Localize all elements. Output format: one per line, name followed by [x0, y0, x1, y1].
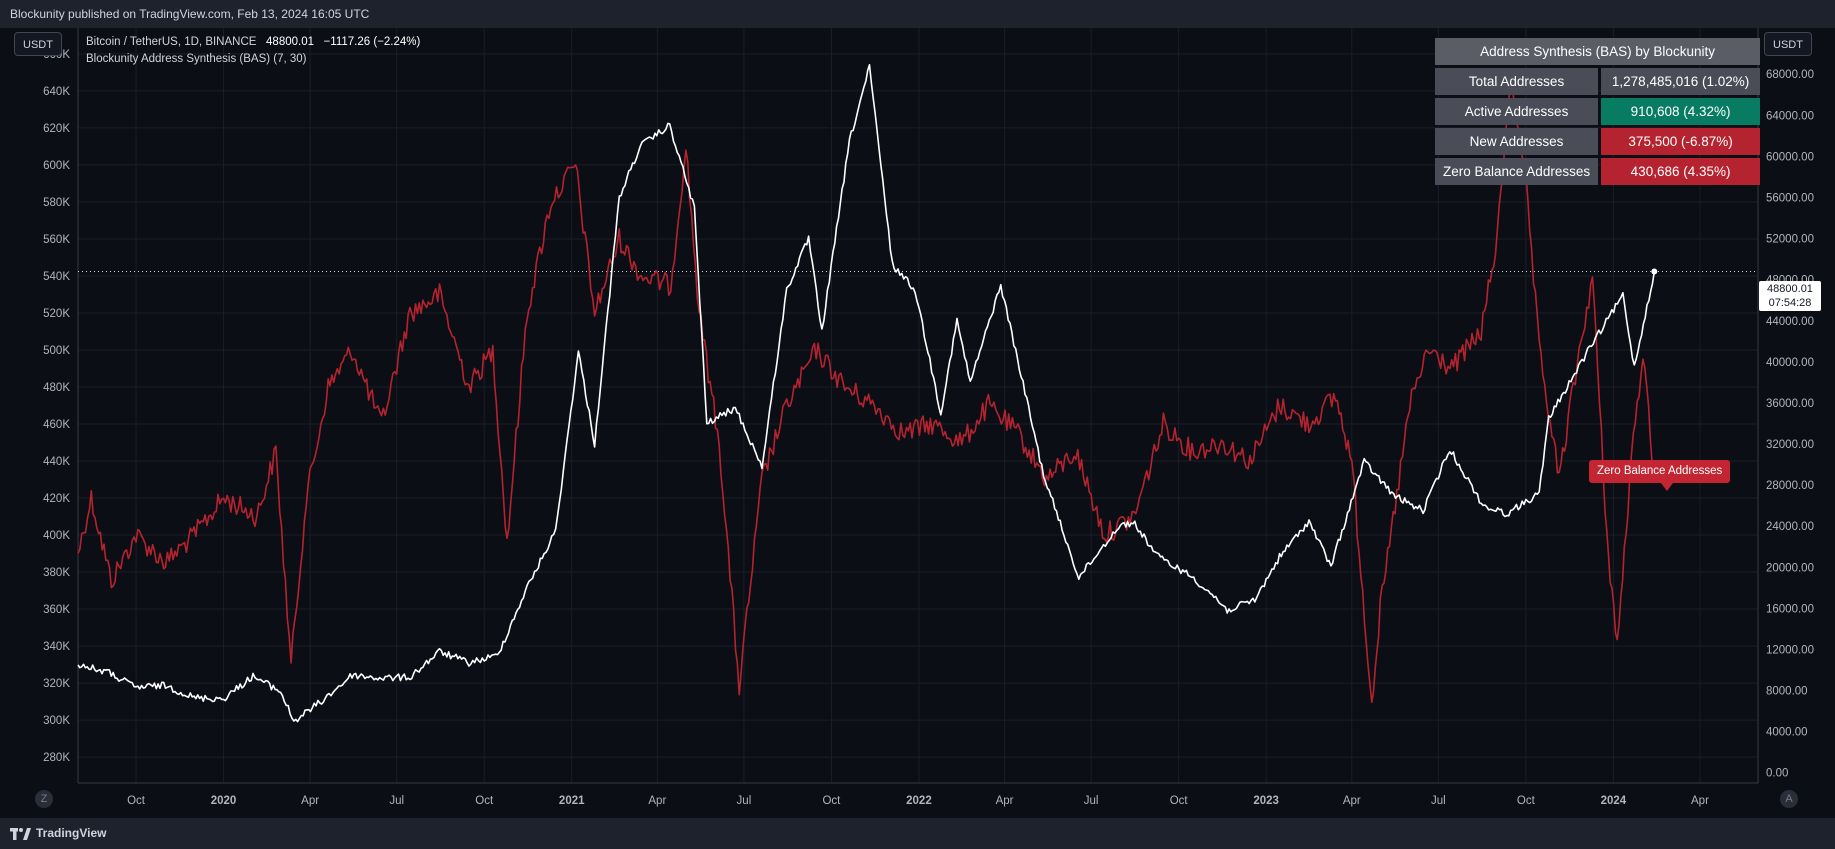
- left-tick-label: 400K: [43, 530, 70, 542]
- row-label: New Addresses: [1435, 128, 1599, 155]
- chart-legend: Bitcoin / TetherUS, 1D, BINANCE 48800.01…: [86, 34, 420, 68]
- left-tick-label: 540K: [43, 271, 70, 283]
- last-price-value: 48800.01: [266, 36, 314, 48]
- table-title: Address Synthesis (BAS) by Blockunity: [1435, 38, 1761, 65]
- left-tick-label: 560K: [43, 234, 70, 246]
- left-tick-label: 440K: [43, 456, 70, 468]
- publisher-header: Blockunity published on TradingView.com,…: [10, 7, 370, 21]
- x-axis: Oct 2020 Apr Jul Oct 2021 Apr Jul Oct 2022 Apr Jul O…: [127, 795, 1709, 807]
- left-tick-label: 460K: [43, 419, 70, 431]
- last-price-dot: [1651, 268, 1658, 275]
- left-tick-label: 620K: [43, 123, 70, 135]
- last-price-tag: 48800.01 07:54:28: [1759, 281, 1821, 311]
- right-tick-label: 8000.00: [1766, 686, 1808, 698]
- left-tick-label: 600K: [43, 160, 70, 172]
- right-tick-label: 64000.00: [1766, 110, 1814, 122]
- left-tick-label: 320K: [43, 678, 70, 690]
- left-tick-label: 280K: [43, 752, 70, 764]
- right-tick-label: 24000.00: [1766, 521, 1814, 533]
- footer-bar: TradingView: [0, 818, 1835, 849]
- x-tick-label: 2021: [559, 795, 585, 807]
- row-value: 1,278,485,016 (1.02%): [1601, 68, 1761, 95]
- x-tick-label: Jul: [1084, 795, 1099, 807]
- left-tick-label: 360K: [43, 604, 70, 616]
- zero-balance-addresses-line: [77, 75, 1656, 703]
- right-unit-button[interactable]: USDT: [1764, 32, 1812, 56]
- left-tick-label: 420K: [43, 493, 70, 505]
- series-label-tag: Zero Balance Addresses: [1589, 460, 1731, 491]
- left-axis: 660K640K620K600K580K560K540K520K500K480K…: [43, 49, 70, 764]
- table-header-row: Address Synthesis (BAS) by Blockunity: [1435, 38, 1761, 65]
- x-tick-label: 2022: [906, 795, 932, 807]
- tradingview-brand: TradingView: [36, 826, 107, 840]
- row-value: 430,686 (4.35%): [1601, 158, 1761, 185]
- right-tick-label: 4000.00: [1766, 727, 1808, 739]
- x-tick-label: Apr: [1343, 795, 1361, 807]
- table-row: New Addresses 375,500 (-6.87%): [1435, 128, 1761, 155]
- price-tag-countdown: 07:54:28: [1768, 297, 1812, 309]
- right-tick-label: 52000.00: [1766, 234, 1814, 246]
- price-chart[interactable]: 660K640K620K600K580K560K540K520K500K480K…: [0, 0, 1835, 818]
- series-lines: [77, 64, 1658, 723]
- x-tick-label: Jul: [389, 795, 404, 807]
- x-tick-label: Jul: [737, 795, 752, 807]
- price-tag-value: 48800.01: [1767, 283, 1813, 295]
- right-tick-label: 36000.00: [1766, 398, 1814, 410]
- bas-summary-table: Address Synthesis (BAS) by Blockunity To…: [1432, 35, 1763, 188]
- left-unit-button[interactable]: USDT: [14, 32, 62, 56]
- x-tick-label: Oct: [1170, 795, 1189, 807]
- grid-lines: [78, 28, 1758, 783]
- indicator-legend-row[interactable]: Blockunity Address Synthesis (BAS) (7, 3…: [86, 53, 307, 65]
- left-tick-label: 580K: [43, 197, 70, 209]
- right-axis: 68000.00 64000.00 60000.00 56000.00 52000.00…: [1766, 69, 1814, 780]
- x-tick-label: Oct: [822, 795, 841, 807]
- x-tick-label: Apr: [1691, 795, 1709, 807]
- x-tick-label: 2024: [1601, 795, 1627, 807]
- left-tick-label: 500K: [43, 345, 70, 357]
- right-tick-label: 16000.00: [1766, 603, 1814, 615]
- price-change-value: −1117.26 (−2.24%): [323, 36, 421, 48]
- table-row: Zero Balance Addresses 430,686 (4.35%): [1435, 158, 1761, 185]
- right-tick-label: 20000.00: [1766, 562, 1814, 574]
- right-tick-label: 60000.00: [1766, 151, 1814, 163]
- right-tick-label: 12000.00: [1766, 644, 1814, 656]
- right-tick-label: 68000.00: [1766, 69, 1814, 81]
- right-tick-label: 56000.00: [1766, 192, 1814, 204]
- symbol-name[interactable]: Bitcoin / TetherUS, 1D, BINANCE: [86, 36, 257, 48]
- x-tick-label: Oct: [1517, 795, 1536, 807]
- right-tick-label: 44000.00: [1766, 316, 1814, 328]
- row-label: Zero Balance Addresses: [1435, 158, 1599, 185]
- row-value: 375,500 (-6.87%): [1601, 128, 1761, 155]
- tradingview-logo-icon: [10, 827, 31, 840]
- right-tick-label: 0.00: [1766, 768, 1788, 780]
- right-tick-label: 32000.00: [1766, 439, 1814, 451]
- symbol-legend-row: Bitcoin / TetherUS, 1D, BINANCE 48800.01…: [86, 34, 420, 51]
- x-tick-label: 2023: [1253, 795, 1279, 807]
- right-tick-label: 28000.00: [1766, 480, 1814, 492]
- left-tick-label: 340K: [43, 641, 70, 653]
- left-tick-label: 480K: [43, 382, 70, 394]
- timezone-button[interactable]: Z: [35, 790, 53, 808]
- left-tick-label: 520K: [43, 308, 70, 320]
- x-tick-label: Apr: [648, 795, 666, 807]
- row-label: Active Addresses: [1435, 98, 1599, 125]
- left-tick-label: 300K: [43, 715, 70, 727]
- left-tick-label: 640K: [43, 86, 70, 98]
- right-tick-label: 40000.00: [1766, 357, 1814, 369]
- row-value: 910,608 (4.32%): [1601, 98, 1761, 125]
- x-tick-label: Apr: [301, 795, 319, 807]
- table-row: Active Addresses 910,608 (4.32%): [1435, 98, 1761, 125]
- left-tick-label: 380K: [43, 567, 70, 579]
- x-tick-label: Apr: [996, 795, 1014, 807]
- row-label: Total Addresses: [1435, 68, 1599, 95]
- table-row: Total Addresses 1,278,485,016 (1.02%): [1435, 68, 1761, 95]
- tradingview-logo[interactable]: TradingView: [10, 818, 106, 849]
- btc-price-line: [77, 64, 1656, 723]
- x-tick-label: Oct: [127, 795, 146, 807]
- x-tick-label: Oct: [475, 795, 494, 807]
- auto-scale-button[interactable]: A: [1780, 790, 1798, 808]
- x-tick-label: 2020: [211, 795, 237, 807]
- x-tick-label: Jul: [1431, 795, 1446, 807]
